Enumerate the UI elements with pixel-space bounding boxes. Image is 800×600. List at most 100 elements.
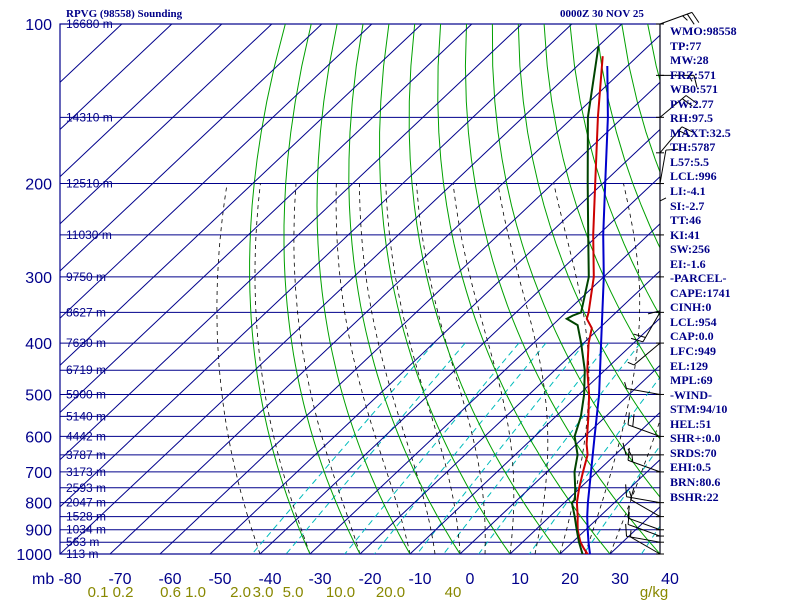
mixing-ratio-label: 1.0 [185, 584, 206, 600]
moist-adiabat--10 [335, 183, 411, 554]
isotherms [60, 24, 660, 554]
isotherm--170 [60, 24, 173, 131]
isotherm--80 [60, 24, 623, 554]
pressure-tick-label: 300 [25, 270, 52, 287]
height-label: 2047 m [66, 496, 106, 510]
wind-barb [627, 505, 664, 531]
wind-barb [656, 95, 697, 118]
height-label: 12510 m [66, 177, 113, 191]
sounding-index-item: LCL:996 [670, 169, 717, 184]
isotherm--130 [60, 24, 373, 319]
sounding-index-item: BSHR:22 [670, 489, 719, 504]
pressure-unit-label: mb [32, 571, 54, 588]
temperature-tick-label: -80 [58, 571, 81, 588]
wind-barb [656, 197, 667, 236]
moist-adiabat-0 [385, 183, 461, 554]
mixing-ratio-3 [443, 342, 610, 554]
pressure-tick-label: 600 [25, 429, 52, 446]
dry-adiabat-30 [437, 24, 611, 554]
temperature-tick-label: -10 [408, 571, 431, 588]
sounding-index-item: SW:256 [670, 242, 711, 257]
isotherm--40 [259, 175, 660, 554]
sounding-index-item: HEL:51 [670, 416, 712, 431]
chart-title: RPVG (98558) Sounding [66, 8, 183, 20]
sounding-index-item: LI:-4.1 [670, 184, 706, 199]
mixing-ratio-label: 20.0 [376, 584, 405, 600]
pressure-tick-label: 800 [25, 496, 52, 513]
isotherm--150 [60, 24, 273, 225]
sounding-index-item: KI:41 [670, 227, 700, 242]
mixing-ratio-label: 2.0 [230, 584, 251, 600]
sounding-index-item: -WIND- [670, 387, 712, 402]
mixing-ratio-0.6 [344, 342, 520, 554]
temperature-tick-label: 10 [511, 571, 529, 588]
isotherm--90 [60, 24, 573, 508]
isobar-grid [59, 23, 661, 555]
sounding-index-item: WMO:98558 [670, 24, 737, 38]
height-label: 5140 m [66, 409, 106, 423]
pressure-tick-label: 200 [25, 177, 52, 194]
mixing-ratio-label: 5.0 [283, 584, 304, 600]
temperature-tick-label: 20 [561, 571, 579, 588]
isotherm--120 [60, 24, 423, 367]
moist-adiabat--5 [359, 183, 436, 554]
sounding-index-item: MAXT:32.5 [670, 125, 731, 140]
sounding-index-item: -PARCEL- [670, 271, 727, 286]
moist-adiabat-30 [609, 419, 660, 554]
sounding-index-item: STM:94/10 [670, 402, 728, 417]
dry-adiabat--10 [316, 24, 411, 554]
height-label: 5900 m [66, 387, 106, 401]
mixing-ratio-5 [478, 342, 641, 554]
isotherm--100 [60, 24, 523, 461]
mixing-ratio-label: 40 [445, 584, 462, 600]
height-label: 8627 m [66, 305, 106, 319]
dry-adiabats [249, 24, 660, 554]
isotherm--30 [309, 223, 660, 554]
sounding-index-item: TH:5787 [670, 140, 716, 155]
sounding-index-item: LCL:954 [670, 314, 717, 329]
isotherm-0 [459, 364, 660, 554]
sounding-index-item: LFC:949 [670, 344, 716, 359]
isotherm--20 [359, 270, 660, 554]
height-label: 2593 m [66, 481, 106, 495]
sounding-index-item: FRZ:571 [670, 67, 716, 82]
chart-datetime: 0000Z 30 NOV 25 [560, 8, 644, 20]
wind-barb [656, 126, 694, 154]
plot-frame [59, 23, 661, 555]
wind-barb [647, 276, 664, 315]
moist-adiabat--20 [293, 183, 361, 554]
isotherm--10 [409, 317, 660, 554]
dry-adiabat--30 [249, 24, 311, 554]
height-label: 16680 m [66, 17, 113, 31]
sounding-index-item: TP:77 [670, 38, 702, 53]
sounding-index-item: SRDS:70 [670, 445, 717, 460]
isotherm-20 [559, 458, 660, 554]
wind-barb [656, 11, 700, 25]
height-label: 11030 m [66, 228, 112, 242]
dry-adiabat-90 [595, 24, 660, 249]
moist-adiabat-10 [452, 183, 515, 554]
wind-barb [630, 530, 664, 555]
mixing-ratio-lines [251, 342, 660, 554]
dry-adiabat--20 [283, 24, 361, 554]
height-label: 1528 m [66, 510, 106, 524]
wind-barb [656, 148, 679, 185]
moist-adiabat--30 [254, 183, 311, 554]
wind-barb [622, 442, 664, 456]
isotherm--110 [60, 24, 473, 414]
temperature-tick-label: -60 [158, 571, 181, 588]
wind-barb [627, 447, 664, 473]
mixing-ratio-label: 0.6 [160, 584, 181, 600]
temperature-tick-label: 0 [466, 571, 475, 588]
moist-adiabats [216, 183, 660, 554]
sounding-index-item: L57:5.5 [670, 154, 709, 169]
sounding-index-item: TT:46 [670, 213, 702, 228]
mixing-ratio-0.2 [285, 342, 466, 554]
dry-adiabat-0 [348, 24, 461, 554]
height-label: 9750 m [66, 270, 106, 284]
mixing-ratio-label: g/kg [640, 584, 668, 600]
mixing-ratio-2 [416, 342, 586, 554]
isotherm--60 [159, 81, 660, 554]
